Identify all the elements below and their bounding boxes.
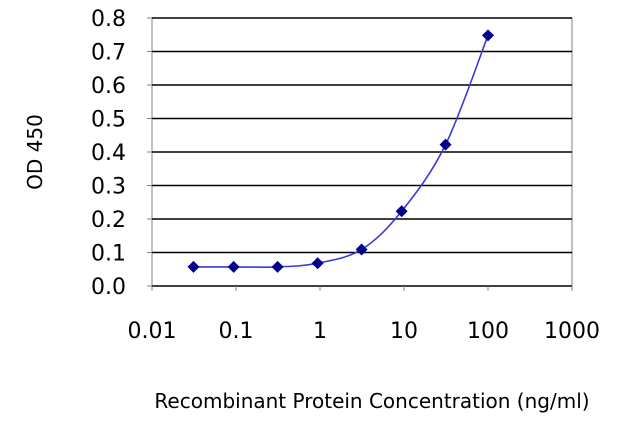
- y-tick-label-1: 0.1: [91, 242, 126, 267]
- y-tick-label-7: 0.7: [91, 41, 126, 66]
- x-tick-label-1: 0.1: [219, 319, 254, 344]
- y-axis-title: OD 450: [23, 114, 47, 190]
- y-tick-label-5: 0.5: [91, 108, 126, 133]
- x-tick-label-3: 10: [390, 319, 418, 344]
- x-tick-label-0: 0.01: [128, 319, 177, 344]
- x-axis-title: Recombinant Protein Concentration (ng/ml…: [154, 389, 589, 413]
- x-tick-label-5: 1000: [544, 319, 600, 344]
- x-tick-labels: 0.01 0.1 1 10 100 1000: [128, 319, 600, 344]
- y-tick-label-2: 0.2: [91, 208, 126, 233]
- y-tick-label-4: 0.4: [91, 141, 126, 166]
- y-tick-labels: 0.0 0.1 0.2 0.3 0.4 0.5 0.6 0.7 0.8: [91, 7, 126, 300]
- x-tick-label-4: 100: [467, 319, 509, 344]
- y-tick-label-6: 0.6: [91, 74, 126, 99]
- y-tick-label-0: 0.0: [91, 275, 126, 300]
- y-tick-label-8: 0.8: [91, 7, 126, 32]
- x-tick-label-2: 1: [313, 319, 327, 344]
- y-tick-label-3: 0.3: [91, 175, 126, 200]
